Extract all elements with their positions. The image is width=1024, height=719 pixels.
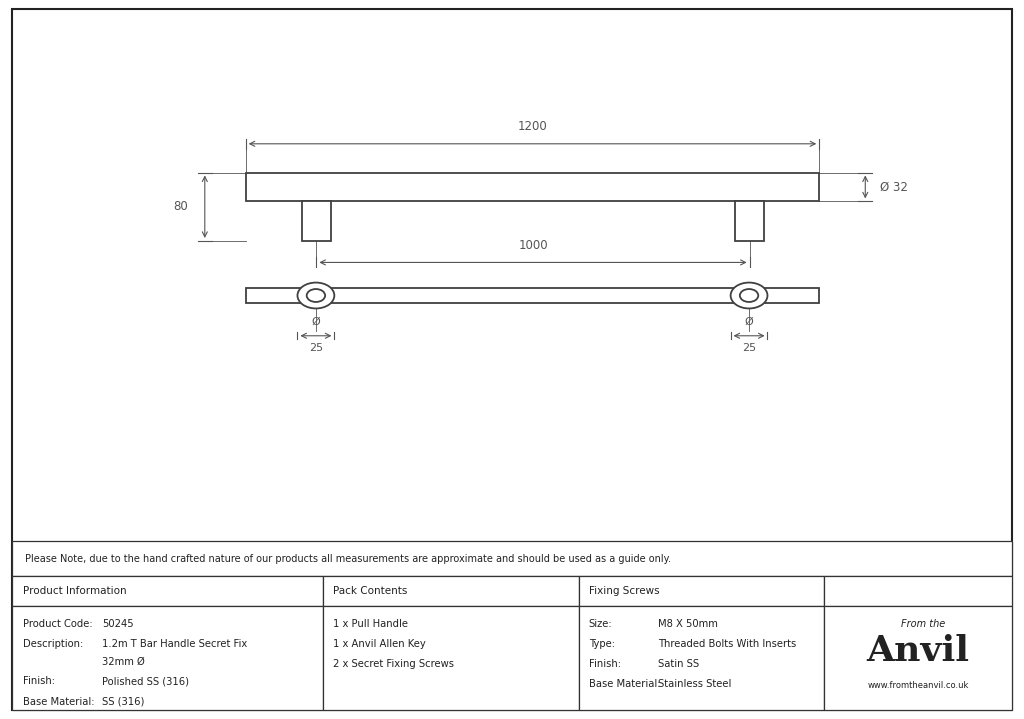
Circle shape — [297, 283, 334, 308]
Bar — [12, 606, 323, 710]
Text: Polished SS (316): Polished SS (316) — [102, 677, 189, 687]
Text: 1200: 1200 — [517, 120, 548, 133]
Text: Please Note, due to the hand crafted nature of our products all measurements are: Please Note, due to the hand crafted nat… — [25, 554, 671, 564]
Bar — [12, 541, 1012, 576]
Text: Ø: Ø — [311, 316, 321, 326]
Circle shape — [739, 289, 758, 302]
Text: Satin SS: Satin SS — [658, 659, 699, 669]
Text: SS (316): SS (316) — [102, 697, 144, 707]
Text: 32mm Ø: 32mm Ø — [102, 656, 145, 667]
Text: Product Information: Product Information — [23, 586, 126, 596]
Bar — [12, 576, 323, 606]
Text: www.fromtheanvil.co.uk: www.fromtheanvil.co.uk — [867, 681, 969, 690]
Text: From the: From the — [901, 619, 945, 628]
Text: Ø 32: Ø 32 — [880, 180, 907, 193]
Bar — [824, 606, 1012, 710]
Text: 25: 25 — [742, 343, 756, 353]
Text: M8 X 50mm: M8 X 50mm — [658, 619, 718, 629]
Bar — [735, 201, 764, 241]
Text: Product Code:: Product Code: — [23, 619, 92, 629]
Text: 80: 80 — [174, 200, 188, 214]
Text: Base Material:: Base Material: — [23, 697, 94, 707]
Bar — [323, 606, 579, 710]
Text: Type:: Type: — [589, 639, 614, 649]
Text: Fixing Screws: Fixing Screws — [589, 586, 659, 596]
Text: Finish:: Finish: — [589, 659, 621, 669]
Text: Anvil: Anvil — [866, 634, 970, 668]
Text: Finish:: Finish: — [23, 677, 54, 687]
Text: 1 x Anvil Allen Key: 1 x Anvil Allen Key — [333, 639, 426, 649]
Text: 50245: 50245 — [102, 619, 134, 629]
Bar — [579, 576, 824, 606]
Text: 2 x Secret Fixing Screws: 2 x Secret Fixing Screws — [333, 659, 454, 669]
Bar — [824, 576, 1012, 606]
Text: Size:: Size: — [589, 619, 612, 629]
Text: Base Material:: Base Material: — [589, 679, 660, 690]
Text: 1 x Pull Handle: 1 x Pull Handle — [333, 619, 408, 629]
Text: Stainless Steel: Stainless Steel — [658, 679, 732, 690]
Text: Pack Contents: Pack Contents — [333, 586, 408, 596]
Bar — [246, 173, 819, 201]
Text: 1.2m T Bar Handle Secret Fix: 1.2m T Bar Handle Secret Fix — [102, 639, 248, 649]
Text: Threaded Bolts With Inserts: Threaded Bolts With Inserts — [658, 639, 797, 649]
Bar — [579, 606, 824, 710]
Text: 25: 25 — [309, 343, 323, 353]
Bar — [302, 201, 331, 241]
Circle shape — [307, 289, 326, 302]
Bar — [246, 288, 819, 303]
Text: 1000: 1000 — [518, 239, 548, 252]
Text: Description:: Description: — [23, 639, 83, 649]
Text: Ø: Ø — [744, 316, 754, 326]
Bar — [323, 576, 579, 606]
Circle shape — [730, 283, 768, 308]
